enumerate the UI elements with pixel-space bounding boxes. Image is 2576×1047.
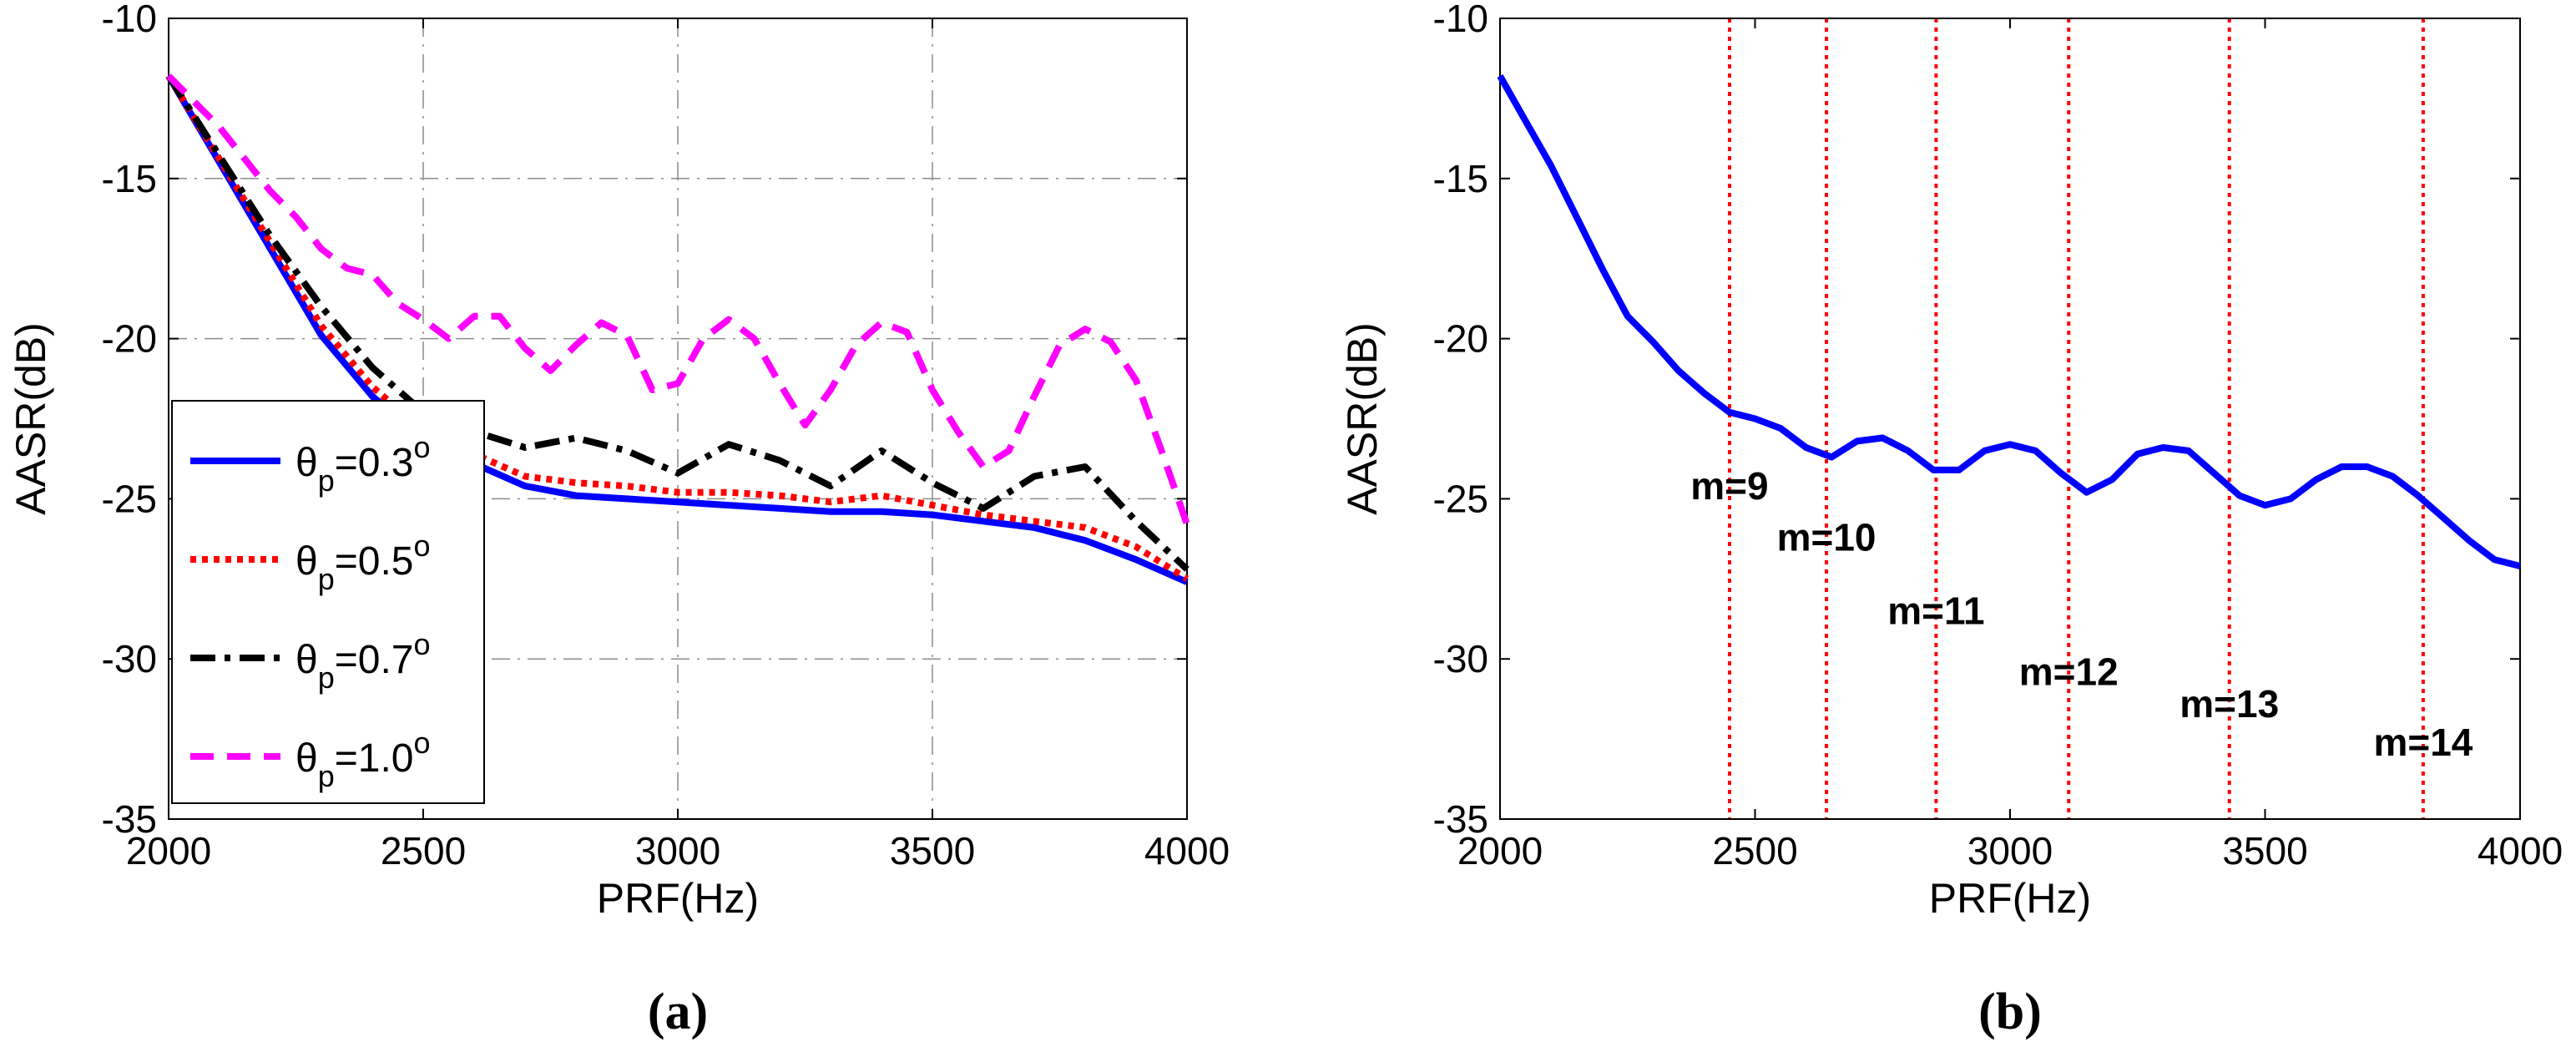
x-tick-label: 2500: [381, 829, 466, 872]
mode-annotation: m=12: [2019, 650, 2119, 694]
y-tick-label: -25: [102, 477, 157, 520]
y-tick-label: -20: [1433, 317, 1488, 361]
series-line-2: [165, 73, 1190, 582]
x-tick-label: 3000: [1967, 829, 2053, 872]
chart-a-xlabel: PRF(Hz): [597, 875, 759, 922]
chart-b-mode-lines: [1727, 18, 2425, 819]
mode-annotation: m=13: [2179, 682, 2279, 726]
y-tick-label: -35: [102, 797, 157, 841]
legend-label: θp=0.5o: [295, 529, 431, 596]
chart-a-legend: θp=0.3o θp=0.5o θp=0.7o θp=1.0o: [171, 400, 485, 804]
x-tick-label: 3000: [635, 829, 720, 872]
chart-b-xlabel: PRF(Hz): [1929, 875, 2091, 922]
x-tick-label: 2000: [126, 829, 211, 872]
x-tick-label: 3500: [2222, 829, 2307, 872]
y-tick-label: -25: [1433, 477, 1488, 520]
legend-box: [171, 400, 485, 804]
y-tick-label: -30: [102, 637, 157, 680]
caption-a: (a): [648, 984, 708, 1040]
y-tick-label: -30: [1433, 637, 1488, 680]
chart-a-ylabel: AASR(dB): [8, 322, 54, 515]
series-line-3: [165, 73, 1190, 572]
mode-annotation: m=9: [1690, 464, 1768, 508]
legend-label: θp=1.0o: [295, 726, 431, 793]
series-line-4: [166, 73, 1190, 526]
y-tick-label: -10: [102, 0, 157, 40]
y-tick-label: -35: [1433, 797, 1488, 841]
y-tick-label: -15: [102, 157, 157, 200]
series-line-1: [165, 73, 1189, 585]
x-tick-label: 4000: [2478, 829, 2563, 872]
mode-annotation: m=10: [1777, 515, 1876, 559]
chart-a: 2000 2500 3000 3500 4000 -35 -30 -25 -20 -15 -10 θ…: [8, 0, 1230, 1040]
x-tick-label: 2500: [1712, 829, 1797, 872]
chart-b: 2000 2500 3000 3500 4000 -35 -30 -25 -20 -15 -10 m…: [1339, 0, 2563, 1040]
y-tick-label: -20: [102, 317, 157, 361]
chart-b-annotations: m=9m=10m=11 m=12 m=13 m=14: [1690, 464, 2473, 764]
mode-annotation: m=11: [1887, 589, 1984, 633]
chart-a-series: [165, 73, 1190, 585]
legend-label: θp=0.7o: [295, 627, 431, 695]
series-line-1: [1497, 74, 2521, 569]
chart-b-frame: [1499, 18, 2521, 820]
y-tick-label: -15: [1433, 157, 1488, 200]
x-tick-label: 3500: [890, 829, 975, 872]
chart-a-ticks: 2000 2500 3000 3500 4000 -35 -30 -25 -20 -15 -10: [102, 0, 1230, 872]
chart-b-ticks: 2000 2500 3000 3500 4000 -35 -30 -25 -20 -15 -10: [1433, 0, 2563, 872]
caption-b: (b): [1978, 984, 2042, 1040]
x-tick-label: 4000: [1144, 829, 1230, 872]
legend-label: θp=0.3o: [295, 430, 431, 498]
chart-b-series: [1497, 74, 2521, 569]
mode-annotation: m=14: [2373, 721, 2472, 764]
y-tick-label: -10: [1433, 0, 1488, 40]
chart-b-ylabel: AASR(dB): [1339, 322, 1386, 515]
x-tick-label: 2000: [1457, 829, 1543, 872]
